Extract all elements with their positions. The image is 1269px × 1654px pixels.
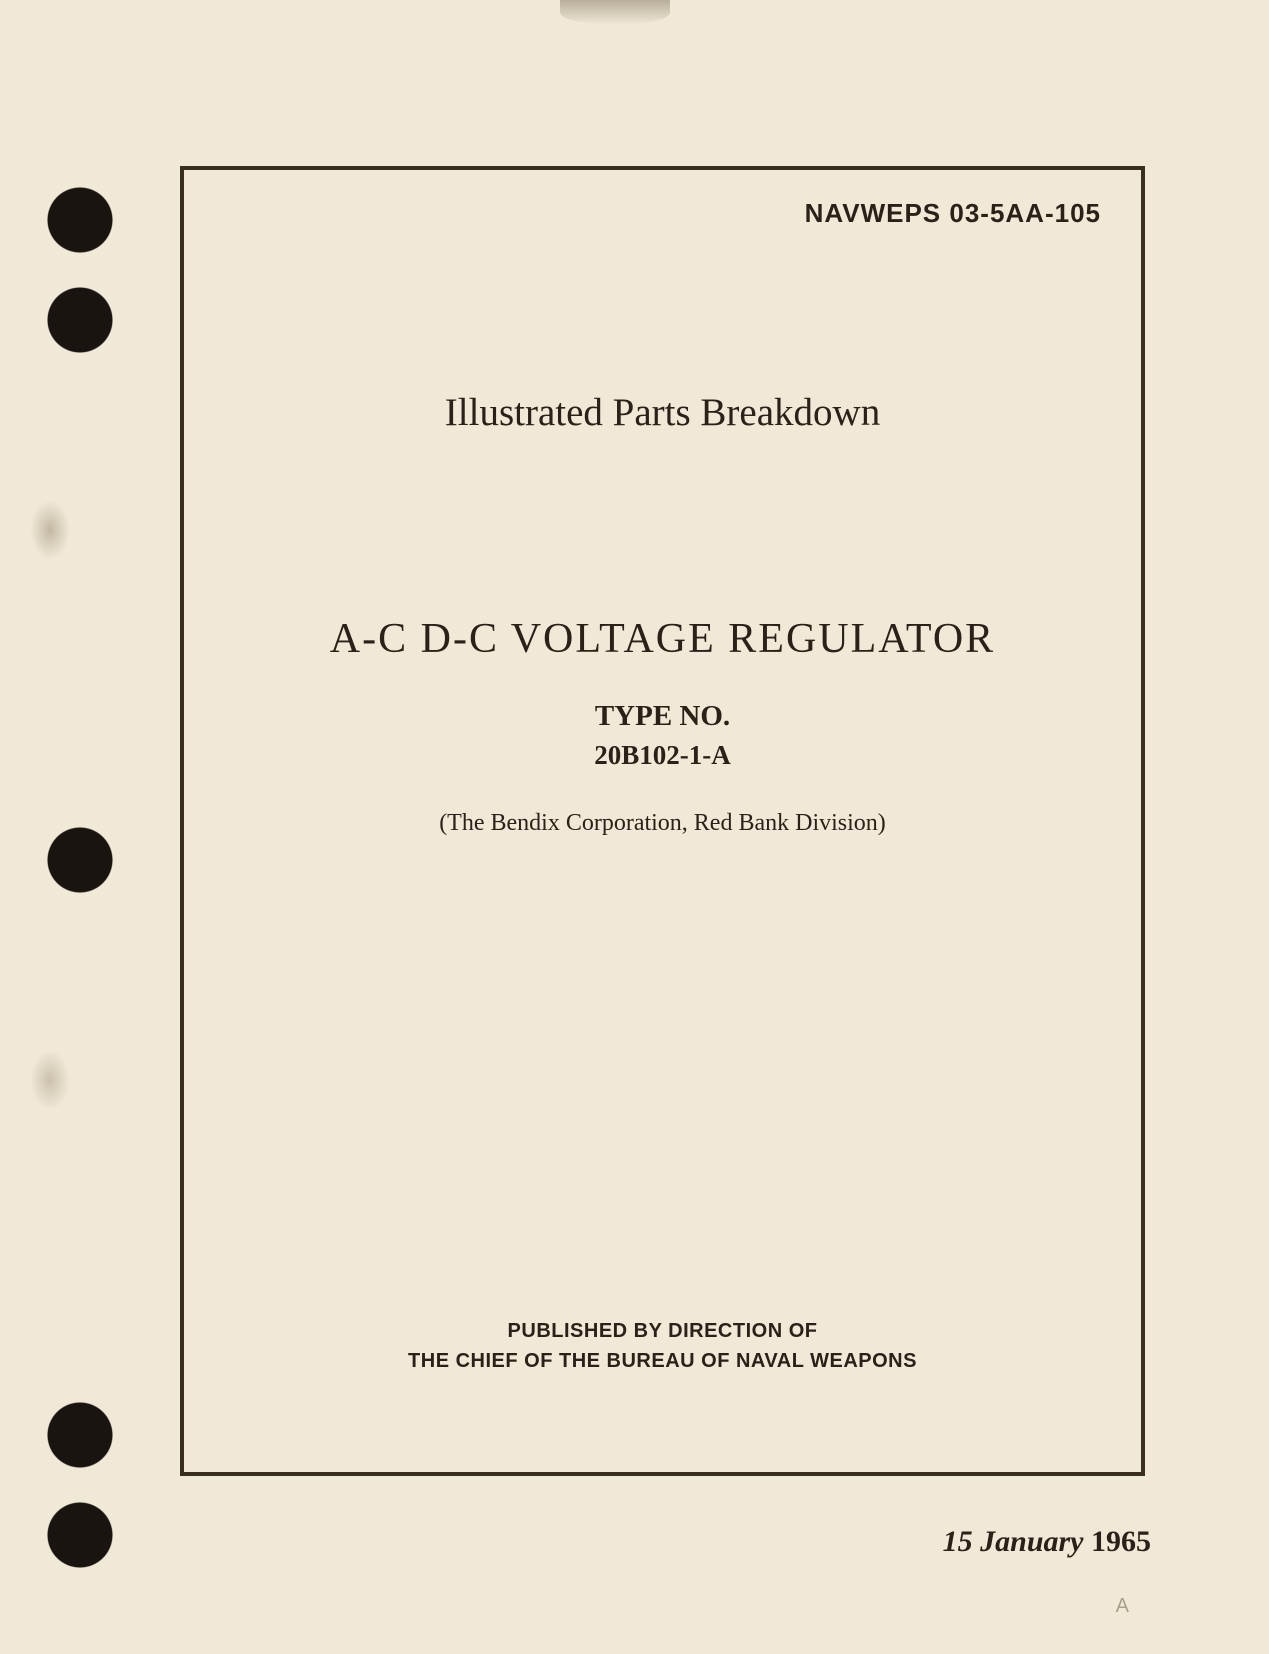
type-number: 20B102-1-A bbox=[184, 740, 1141, 771]
paper-smudge bbox=[30, 1050, 70, 1110]
corner-annotation: A bbox=[1116, 1595, 1129, 1618]
document-page: NAVWEPS 03-5AA-105 Illustrated Parts Bre… bbox=[0, 0, 1269, 1654]
company-line: (The Bendix Corporation, Red Bank Divisi… bbox=[184, 810, 1141, 837]
date-year: 1965 bbox=[1091, 1525, 1151, 1558]
paper-tear-mark bbox=[560, 0, 670, 25]
paper-smudge bbox=[30, 500, 70, 560]
type-label: TYPE NO. bbox=[184, 700, 1141, 733]
publication-date: 15 January 1965 bbox=[943, 1525, 1151, 1559]
publisher-line-1: PUBLISHED BY DIRECTION OF bbox=[184, 1320, 1141, 1343]
document-id: NAVWEPS 03-5AA-105 bbox=[805, 198, 1101, 229]
date-day: 15 bbox=[943, 1525, 973, 1558]
publisher-line-2: THE CHIEF OF THE BUREAU OF NAVAL WEAPONS bbox=[184, 1350, 1141, 1373]
date-month: January bbox=[980, 1525, 1083, 1558]
document-subtitle: Illustrated Parts Breakdown bbox=[184, 390, 1141, 435]
title-frame: NAVWEPS 03-5AA-105 Illustrated Parts Bre… bbox=[180, 166, 1145, 1476]
document-main-title: A-C D-C VOLTAGE REGULATOR bbox=[184, 615, 1141, 663]
